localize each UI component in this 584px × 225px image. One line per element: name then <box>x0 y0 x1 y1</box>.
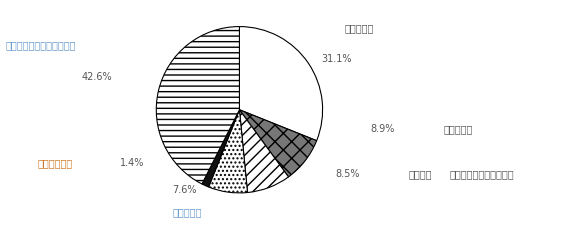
Text: 太陽光発電: 太陽光発電 <box>345 23 374 33</box>
Text: ガスコージェネレーション: ガスコージェネレーション <box>6 40 77 50</box>
Wedge shape <box>208 110 248 193</box>
Text: 31.1%: 31.1% <box>321 54 352 63</box>
Text: 1.4%: 1.4% <box>120 157 144 167</box>
Text: 8.9%: 8.9% <box>371 123 395 133</box>
Wedge shape <box>157 27 239 184</box>
Wedge shape <box>202 110 239 187</box>
Wedge shape <box>239 27 322 141</box>
Wedge shape <box>239 110 317 177</box>
Text: 42.6%: 42.6% <box>82 72 112 81</box>
Text: バイオマス: バイオマス <box>444 123 473 133</box>
Text: 7.6%: 7.6% <box>172 184 197 194</box>
Text: 風力発電: 風力発電 <box>409 168 432 178</box>
Text: 中小水力発電: 中小水力発電 <box>38 157 73 167</box>
Wedge shape <box>239 110 288 193</box>
Text: （原油換算による内訳）: （原油換算による内訳） <box>450 168 515 178</box>
Text: 太陽熱利用: 太陽熱利用 <box>172 207 201 216</box>
Text: 8.5%: 8.5% <box>336 168 360 178</box>
